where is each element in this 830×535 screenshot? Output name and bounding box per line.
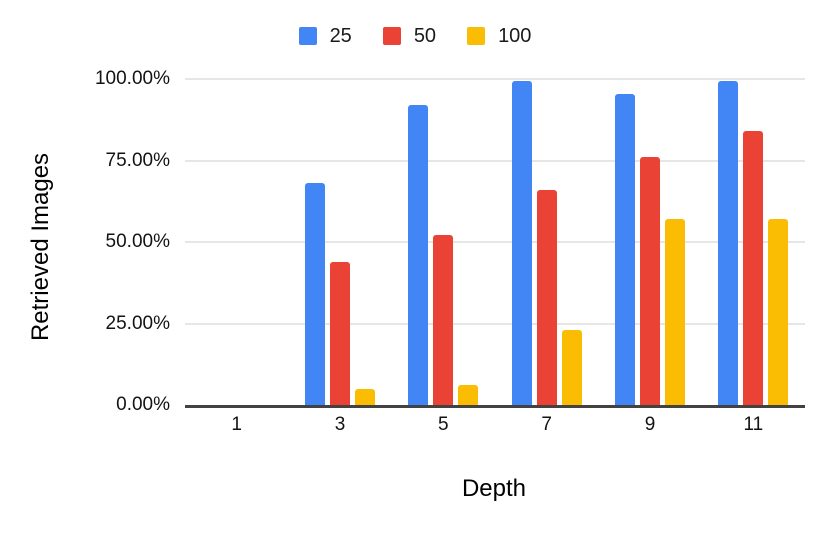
x-axis-tick-labels: 1 3 5 7 9 11	[185, 414, 805, 436]
legend-item-25[interactable]: 25	[298, 25, 352, 47]
bar-series-25-depth-3[interactable]	[304, 183, 325, 405]
x-tick-label: 3	[334, 414, 346, 435]
bar-group-depth-11	[702, 79, 805, 405]
legend-label: 50	[413, 25, 437, 47]
plot-area	[185, 78, 805, 408]
bar-series-25-depth-7[interactable]	[511, 80, 532, 405]
gridline	[185, 241, 805, 243]
y-tick-label: 25.00%	[105, 312, 170, 334]
legend-swatch-icon	[382, 27, 401, 45]
y-tick-label: 0.00%	[116, 394, 170, 415]
gridline	[185, 78, 805, 80]
bar-series-100-depth-5[interactable]	[458, 385, 479, 405]
bar-group-depth-5	[392, 79, 495, 405]
x-tick-label: 11	[743, 414, 764, 435]
bar-series-25-depth-11[interactable]	[718, 80, 739, 405]
bar-series-50-depth-7[interactable]	[536, 189, 557, 405]
bar-series-100-depth-11[interactable]	[768, 219, 789, 405]
bar-series-25-depth-9[interactable]	[614, 93, 635, 405]
bar-series-25-depth-5[interactable]	[408, 105, 429, 405]
gridline	[185, 159, 805, 162]
x-tick-label: 1	[231, 414, 242, 435]
bar-group-depth-3	[288, 79, 391, 405]
bar-series-100-depth-9[interactable]	[664, 219, 685, 405]
y-tick-label: 75.00%	[105, 149, 170, 171]
y-axis-tick-labels: 100.00% 75.00% 50.00% 25.00% 0.00%	[0, 68, 170, 415]
bar-series-50-depth-3[interactable]	[329, 261, 350, 405]
bar-group-depth-7	[495, 79, 598, 405]
legend-swatch-icon	[298, 27, 317, 45]
y-tick-label: 50.00%	[105, 231, 170, 252]
x-tick-label: 5	[438, 414, 449, 435]
x-tick-label: 7	[541, 414, 552, 435]
chart-legend: 25 50 100	[0, 26, 830, 46]
legend-swatch-icon	[467, 27, 486, 45]
bar-series-100-depth-3[interactable]	[354, 388, 375, 405]
legend-label: 25	[329, 25, 352, 47]
y-tick-label: 100.00%	[94, 68, 170, 89]
bar-group-depth-1	[185, 79, 288, 405]
bars-layer	[185, 79, 805, 405]
x-axis-title: Depth	[461, 475, 527, 502]
legend-item-50[interactable]: 50	[382, 25, 437, 47]
bar-series-100-depth-7[interactable]	[561, 330, 582, 405]
bar-series-50-depth-5[interactable]	[433, 235, 454, 405]
bar-group-depth-9	[598, 79, 701, 405]
bar-series-50-depth-11[interactable]	[743, 131, 764, 405]
gridline	[185, 322, 805, 325]
bar-series-50-depth-9[interactable]	[639, 157, 660, 405]
x-tick-label: 9	[644, 414, 656, 435]
legend-item-100[interactable]: 100	[467, 26, 531, 46]
legend-label: 100	[498, 25, 532, 47]
